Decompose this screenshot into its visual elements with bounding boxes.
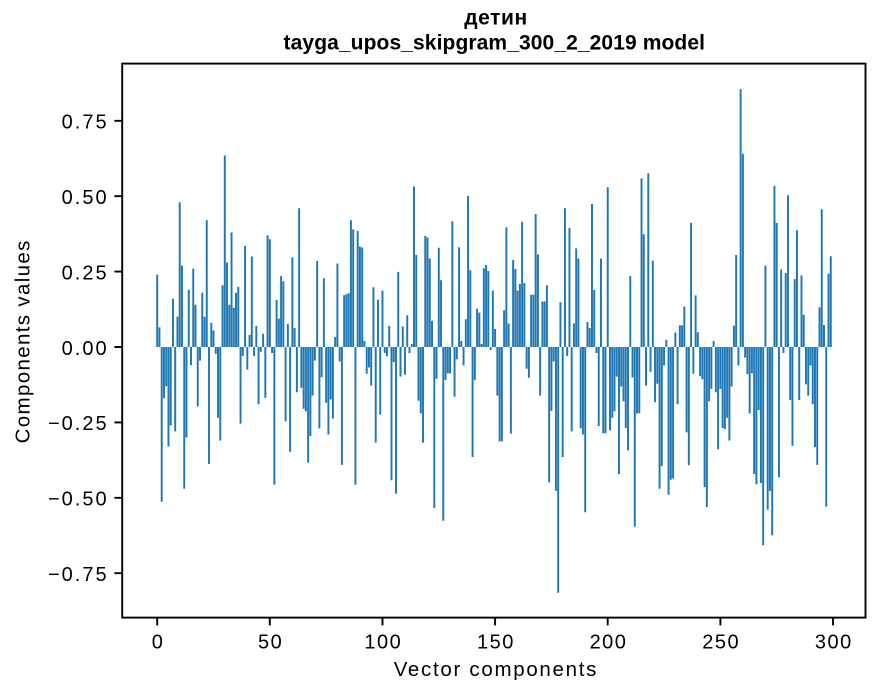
svg-text:0: 0 [152, 631, 165, 653]
svg-text:−0.50: −0.50 [48, 489, 109, 511]
svg-text:200: 200 [590, 631, 628, 653]
svg-text:50: 50 [258, 631, 283, 653]
svg-text:0.75: 0.75 [62, 112, 109, 134]
svg-text:0.00: 0.00 [62, 338, 109, 360]
svg-text:−0.25: −0.25 [48, 413, 109, 435]
svg-text:tayga_upos_skipgram_300_2_2019: tayga_upos_skipgram_300_2_2019 model [284, 31, 706, 54]
svg-text:детин: детин [464, 7, 528, 30]
svg-text:300: 300 [815, 631, 853, 653]
svg-text:100: 100 [364, 631, 402, 653]
svg-text:Components values: Components values [12, 239, 35, 443]
svg-text:150: 150 [477, 631, 515, 653]
svg-text:0.25: 0.25 [62, 262, 109, 284]
svg-text:250: 250 [702, 631, 740, 653]
svg-text:Vector components: Vector components [394, 658, 598, 681]
svg-text:0.50: 0.50 [62, 187, 109, 209]
svg-text:−0.75: −0.75 [48, 564, 109, 586]
